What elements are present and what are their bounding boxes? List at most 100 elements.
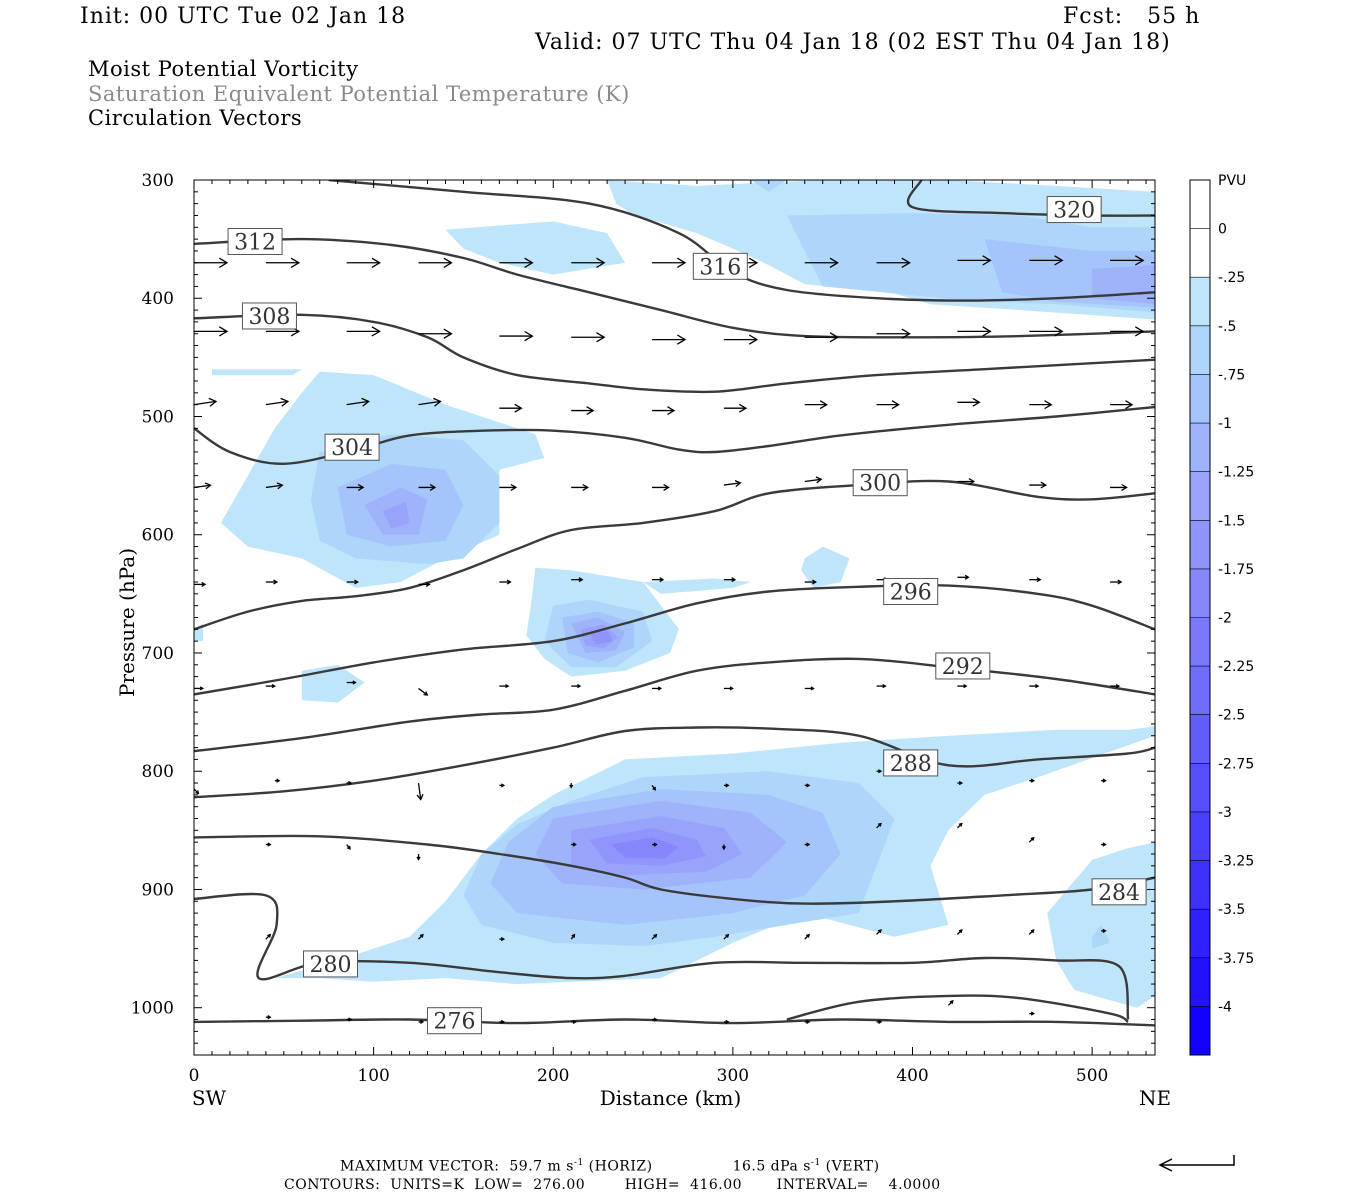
init-time: Init: 00 UTC Tue 02 Jan 18 (80, 4, 407, 29)
y-tick-label-500: 500 (142, 407, 174, 427)
svg-text:300: 300 (859, 472, 901, 497)
circulation-vector-67 (346, 680, 357, 685)
axes-layer: 300 400 500 600 700 800 900 1000 0 100 200 300 400 50… (115, 171, 1171, 1110)
colorbar-label-12: -3 (1218, 805, 1232, 821)
colorbar-label-0: 0 (1218, 222, 1227, 238)
circulation-vector-78 (194, 788, 200, 795)
circulation-vector-59 (723, 577, 737, 583)
y-tick-label-400: 400 (142, 289, 174, 309)
circulation-vector-13 (194, 326, 229, 337)
circulation-vector-123 (1029, 1011, 1036, 1016)
y-tick-label-900: 900 (142, 880, 174, 900)
circulation-vector-43 (499, 483, 518, 491)
circulation-vector-80 (346, 780, 353, 786)
x-tick-label-400: 400 (896, 1066, 928, 1086)
circulation-vector-10 (957, 255, 992, 266)
theta-contour-288-8 (194, 726, 1155, 799)
circulation-vector-9 (876, 257, 911, 268)
circulation-vector-21 (804, 332, 839, 343)
contour-label-300: 300 (852, 469, 908, 497)
colorbar-segment-9 (1190, 617, 1210, 667)
reference-arrow-icon (1158, 1155, 1235, 1172)
circulation-vector-36 (957, 397, 981, 407)
x-tick-label-200: 200 (537, 1066, 569, 1086)
svg-text:320: 320 (1053, 199, 1095, 224)
circulation-vector-58 (652, 577, 665, 583)
mpv-region-2 (212, 369, 302, 376)
colorbar-segment-12 (1190, 763, 1210, 813)
circulation-vector-33 (723, 403, 748, 413)
field-label-theta-es: Saturation Equivalent Potential Temperat… (88, 82, 630, 106)
circulation-vector-81 (416, 782, 424, 801)
colorbar-label-9: -2.25 (1218, 659, 1254, 675)
circulation-vector-122 (947, 999, 954, 1006)
circulation-vector-42 (418, 483, 437, 491)
circulation-vector-12 (1110, 255, 1145, 266)
circulation-vector-115 (418, 1019, 425, 1024)
colorbar-segment-1 (1190, 228, 1210, 278)
forecast-hour: Fcst: 55 h (1063, 4, 1201, 29)
circulation-vector-66 (265, 683, 277, 689)
circulation-vector-102 (265, 933, 272, 940)
colorbar-label-6: -1.5 (1218, 513, 1245, 529)
circulation-vector-85 (723, 783, 730, 788)
svg-text:316: 316 (699, 255, 741, 280)
circulation-vector-5 (571, 257, 606, 268)
contour-label-292: 292 (935, 652, 991, 680)
circulation-vector-62 (957, 574, 970, 580)
mpv-region-26 (382, 501, 410, 529)
colorbar-label-8: -2 (1218, 611, 1232, 627)
colorbar-label-3: -.75 (1218, 367, 1245, 383)
mpv-region-29 (589, 629, 613, 645)
colorbar-segment-4 (1190, 374, 1210, 424)
colorbar-label-10: -2.5 (1218, 708, 1245, 724)
colorbar-segment-7 (1190, 520, 1210, 570)
y-tick-label-800: 800 (142, 762, 174, 782)
colorbar-segment-15 (1190, 909, 1210, 959)
svg-text:308: 308 (248, 305, 290, 330)
circulation-vector-28 (346, 397, 370, 407)
svg-text:296: 296 (890, 580, 932, 605)
circulation-vector-54 (346, 579, 359, 585)
circulation-vector-27 (265, 397, 290, 407)
colorbar-label-1: -.25 (1218, 270, 1245, 286)
mpv-region-22 (1092, 265, 1155, 305)
field-label-vectors: Circulation Vectors (88, 106, 303, 130)
mpv-region-6 (801, 546, 850, 588)
circulation-vector-56 (499, 579, 512, 585)
circulation-vector-112 (1101, 928, 1107, 933)
circulation-vector-0 (194, 257, 229, 268)
x-end-label-ne: NE (1139, 1086, 1171, 1110)
circulation-vector-57 (571, 577, 584, 583)
circulation-vector-55 (418, 581, 431, 587)
circulation-vector-4 (499, 257, 534, 268)
x-tick-label-500: 500 (1076, 1066, 1108, 1086)
circulation-vector-77 (1110, 683, 1121, 689)
circulation-vector-106 (651, 933, 658, 940)
theta-contour-284-9 (194, 834, 1155, 905)
colorbar-segment-10 (1190, 666, 1210, 716)
circulation-vector-105 (570, 933, 576, 940)
circulation-vector-118 (652, 1017, 658, 1022)
x-tick-label-0: 0 (189, 1066, 200, 1086)
circulation-vector-82 (499, 783, 506, 788)
circulation-vector-94 (571, 842, 577, 847)
colorbar-segment-13 (1190, 811, 1210, 862)
circulation-vector-104 (499, 937, 506, 942)
circulation-vector-31 (571, 406, 595, 416)
circulation-vector-87 (876, 769, 883, 774)
colorbar-label-14: -3.5 (1218, 902, 1245, 918)
circulation-vector-98 (876, 822, 882, 829)
colorbar-segment-0 (1190, 180, 1210, 230)
contour-label-276: 276 (426, 1007, 482, 1035)
colorbar-label-2: -.5 (1218, 319, 1236, 335)
circulation-vector-113 (265, 1015, 272, 1020)
circulation-vector-79 (274, 778, 281, 783)
reference-vector (1158, 1155, 1235, 1172)
circulation-vector-93 (416, 853, 421, 861)
circulation-vector-120 (804, 1019, 811, 1024)
circulation-vector-114 (346, 1017, 353, 1022)
circulation-vector-108 (804, 933, 810, 940)
theta-contour-320-0 (906, 180, 1155, 217)
